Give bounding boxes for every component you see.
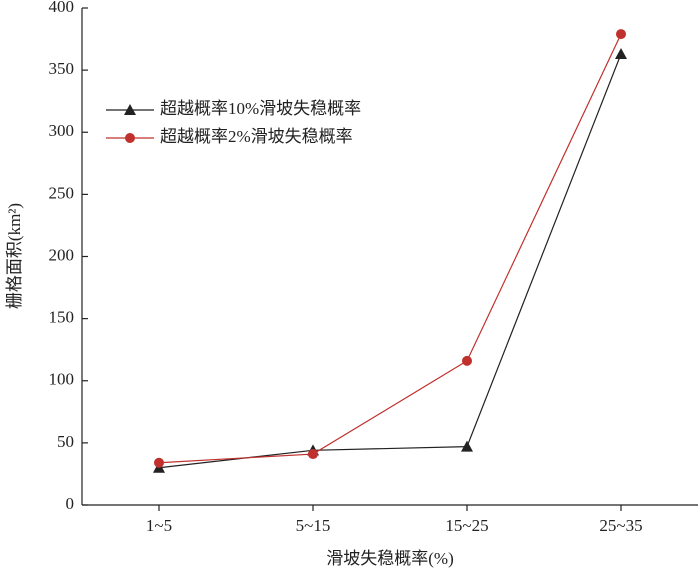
y-tick-label: 50 — [57, 432, 74, 451]
legend-marker — [124, 104, 136, 115]
x-tick-label: 15~25 — [445, 516, 488, 535]
data-point — [616, 29, 626, 40]
y-tick-label: 100 — [49, 370, 75, 389]
y-tick-label: 150 — [49, 308, 75, 327]
data-point — [308, 449, 318, 460]
x-axis-label: 滑坡失稳概率(%) — [326, 549, 453, 568]
legend-label: 超越概率2%滑坡失稳概率 — [160, 127, 353, 146]
series-line — [158, 53, 622, 469]
y-tick-label: 300 — [49, 121, 75, 140]
x-tick-label: 1~5 — [146, 516, 172, 535]
y-axis-label: 栅格面积(km²) — [5, 203, 24, 309]
y-tick-label: 400 — [49, 0, 75, 16]
data-point — [154, 457, 164, 468]
data-point — [462, 355, 472, 366]
y-tick-label: 350 — [49, 59, 75, 78]
x-tick-label: 25~35 — [599, 516, 642, 535]
x-tick-label: 5~15 — [296, 516, 331, 535]
y-tick-label: 250 — [49, 183, 75, 202]
series-line — [158, 33, 622, 464]
data-point — [461, 440, 473, 452]
legend-label: 超越概率10%滑坡失稳概率 — [160, 99, 361, 118]
data-point — [615, 47, 627, 59]
legend-marker — [125, 133, 135, 143]
y-tick-label: 200 — [49, 245, 75, 264]
y-tick-label: 0 — [66, 494, 75, 513]
